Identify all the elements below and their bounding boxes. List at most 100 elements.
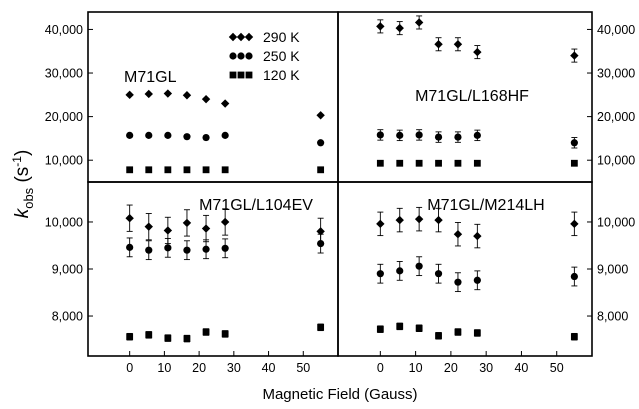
y-tick-label: 9,000 xyxy=(52,263,83,277)
legend: 290 K250 K120 K xyxy=(229,29,300,83)
x-tick-label: 10 xyxy=(157,361,171,375)
y-tick-label: 20,000 xyxy=(597,110,635,124)
data-point xyxy=(183,219,191,227)
series-square xyxy=(377,160,578,167)
x-tick-label: 30 xyxy=(227,361,241,375)
data-point xyxy=(435,134,442,141)
data-point xyxy=(474,132,481,139)
series-circle xyxy=(126,132,324,147)
x-tick-label: 20 xyxy=(192,361,206,375)
data-point xyxy=(377,160,384,167)
data-point xyxy=(164,335,171,342)
data-point xyxy=(203,329,210,336)
data-point xyxy=(435,270,442,277)
data-point xyxy=(164,244,171,251)
data-point xyxy=(415,18,423,26)
x-tick-label: 20 xyxy=(444,361,458,375)
data-point xyxy=(126,333,133,340)
y-tick-label: 8,000 xyxy=(52,310,83,324)
data-point xyxy=(396,267,403,274)
data-point xyxy=(125,214,133,222)
data-point xyxy=(376,220,384,228)
data-point xyxy=(316,111,324,119)
series-diamond xyxy=(125,89,324,119)
legend-marker xyxy=(245,33,253,41)
data-point xyxy=(317,166,324,173)
legend-entry: 290 K xyxy=(229,29,300,45)
data-point xyxy=(416,131,423,138)
data-point xyxy=(145,132,152,139)
panel-title: M71GL/L168HF xyxy=(415,88,529,105)
data-point xyxy=(184,335,191,342)
x-tick-label: 50 xyxy=(296,361,310,375)
panel-2: 10,00020,00030,00040,000M71GL/L168HF xyxy=(338,12,635,182)
y-tick-label: 10,000 xyxy=(597,215,635,229)
data-point xyxy=(222,132,229,139)
data-point xyxy=(202,224,210,232)
data-point xyxy=(376,22,384,30)
data-point xyxy=(126,166,133,173)
data-point xyxy=(221,99,229,107)
data-point xyxy=(164,132,171,139)
y-tick-label: 40,000 xyxy=(597,23,635,37)
panel-3: 8,0009,00010,00001020304050M71GL/L104EV xyxy=(45,182,338,375)
data-point xyxy=(570,51,578,59)
y-tick-label: 8,000 xyxy=(597,310,628,324)
data-point xyxy=(377,131,384,138)
data-point xyxy=(377,270,384,277)
x-tick-label: 30 xyxy=(479,361,493,375)
data-point xyxy=(473,232,481,240)
data-point xyxy=(203,166,210,173)
data-point xyxy=(164,166,171,173)
series-diamond xyxy=(376,16,578,62)
data-point xyxy=(202,134,209,141)
x-tick-label: 10 xyxy=(409,361,423,375)
legend-marker xyxy=(237,33,245,41)
data-point xyxy=(222,245,229,252)
data-point xyxy=(145,90,153,98)
data-point xyxy=(184,166,191,173)
data-point xyxy=(202,95,210,103)
data-point xyxy=(434,40,442,48)
data-point xyxy=(474,277,481,284)
x-tick-label: 40 xyxy=(262,361,276,375)
panel-title: M71GL/L104EV xyxy=(199,197,313,214)
legend-label: 120 K xyxy=(263,67,300,83)
data-point xyxy=(415,215,423,223)
data-point xyxy=(435,332,442,339)
legend-label: 290 K xyxy=(263,29,300,45)
x-axis-label: Magnetic Field (Gauss) xyxy=(262,386,417,403)
data-point xyxy=(183,133,190,140)
series-circle xyxy=(377,130,578,148)
data-point xyxy=(145,331,152,338)
data-point xyxy=(396,132,403,139)
panel-frame xyxy=(88,12,338,182)
legend-marker xyxy=(245,52,252,59)
data-point xyxy=(435,160,442,167)
y-tick-label: 10,000 xyxy=(597,154,635,168)
y-tick-label: 20,000 xyxy=(45,110,83,124)
x-tick-label: 50 xyxy=(550,361,564,375)
y-tick-label: 10,000 xyxy=(45,154,83,168)
x-tick-label: 40 xyxy=(514,361,528,375)
y-tick-label: 10,000 xyxy=(45,215,83,229)
panel-title: M71GL/M214LH xyxy=(427,197,544,214)
x-tick-label: 0 xyxy=(377,361,384,375)
data-point xyxy=(164,226,172,234)
data-point xyxy=(396,323,403,330)
panel-4: 8,000 9,000 10,000 0 10 20 30 40 50 M71GL/M214LH xyxy=(338,182,635,375)
data-point xyxy=(474,330,481,337)
data-point xyxy=(416,325,423,332)
y-tick-label: 9,000 xyxy=(597,263,628,277)
data-point xyxy=(145,166,152,173)
data-point xyxy=(377,326,384,333)
legend-marker xyxy=(237,52,244,59)
legend-marker xyxy=(246,72,253,79)
data-point xyxy=(571,139,578,146)
data-point xyxy=(455,329,462,336)
data-point xyxy=(126,132,133,139)
data-point xyxy=(396,24,404,32)
series-square xyxy=(126,166,324,173)
data-point xyxy=(145,222,153,230)
data-point xyxy=(145,247,152,254)
